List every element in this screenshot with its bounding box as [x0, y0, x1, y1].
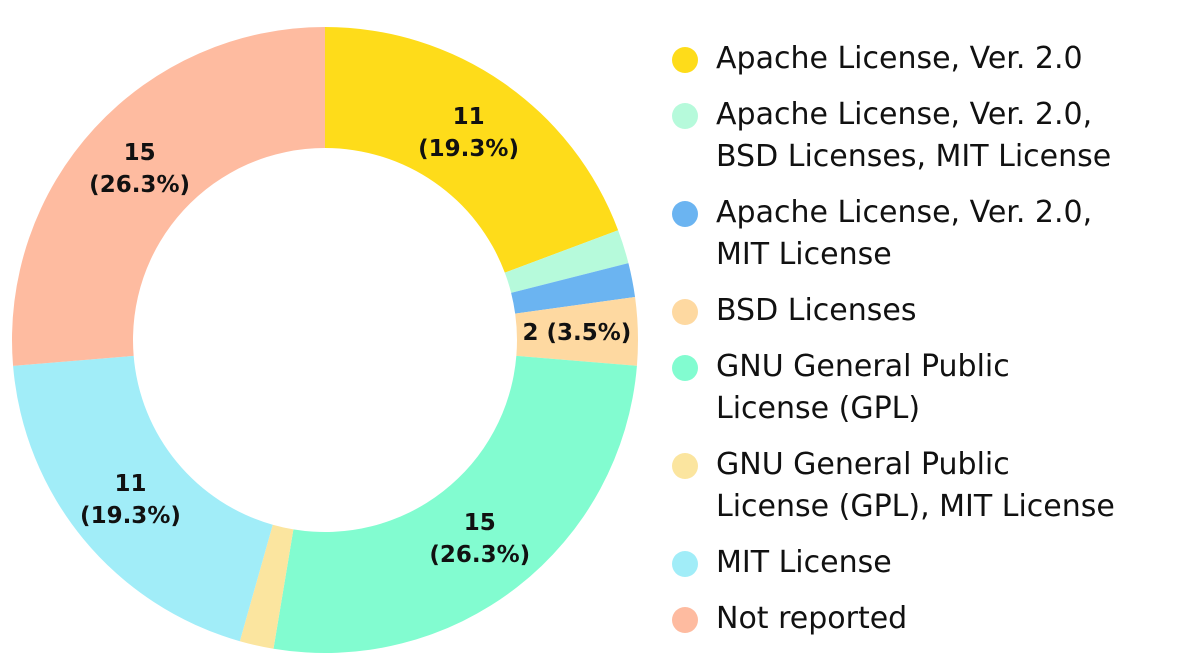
value-label: 11 (19.3%): [418, 103, 519, 162]
legend-label: Apache License, Ver. 2.0, BSD Licenses, …: [716, 97, 1112, 174]
legend-marker: [672, 551, 698, 577]
slice: [325, 27, 619, 273]
legend-marker: [672, 355, 698, 381]
legend-marker: [672, 299, 698, 325]
legend-label: GNU General Public License (GPL), MIT Li…: [716, 447, 1115, 524]
slice: [273, 355, 637, 653]
slice: [504, 230, 629, 293]
legend: Apache License, Ver. 2.0 Apache License, …: [672, 38, 1115, 640]
legend-label: BSD Licenses: [716, 293, 917, 328]
legend-label: MIT License: [716, 545, 892, 580]
legend-label: Apache License, Ver. 2.0, MIT License: [716, 195, 1093, 272]
legend-marker: [672, 201, 698, 227]
slice: [11, 27, 325, 366]
legend-marker: [672, 607, 698, 633]
legend-item: Apache License, Ver. 2.0, BSD Licenses, …: [672, 94, 1115, 178]
legend-item: GNU General Public License (GPL): [672, 346, 1115, 430]
legend-item: MIT License: [672, 542, 1115, 584]
legend-label: GNU General Public License (GPL): [716, 349, 1010, 426]
slice: [13, 355, 273, 642]
legend-label: Not reported: [716, 601, 908, 636]
legend-label: Apache License, Ver. 2.0: [716, 41, 1083, 76]
legend-marker: [672, 103, 698, 129]
legend-marker: [672, 47, 698, 73]
value-label: 11 (19.3%): [80, 471, 181, 530]
slice: [515, 297, 638, 366]
value-label: 15 (26.3%): [429, 509, 531, 568]
legend-item: GNU General Public License (GPL), MIT Li…: [672, 444, 1115, 528]
chart: [11, 27, 638, 653]
slice: [239, 524, 294, 649]
value-label: 2 (3.5%): [522, 320, 632, 347]
slice: [511, 263, 636, 314]
legend-item: Apache License, Ver. 2.0: [672, 38, 1115, 80]
legend-item: BSD Licenses: [672, 290, 1115, 332]
value-label: 15 (26.3%): [89, 140, 191, 199]
legend-item: Not reported: [672, 598, 1115, 640]
legend-marker: [672, 453, 698, 479]
legend-item: Apache License, Ver. 2.0, MIT License: [672, 192, 1115, 276]
